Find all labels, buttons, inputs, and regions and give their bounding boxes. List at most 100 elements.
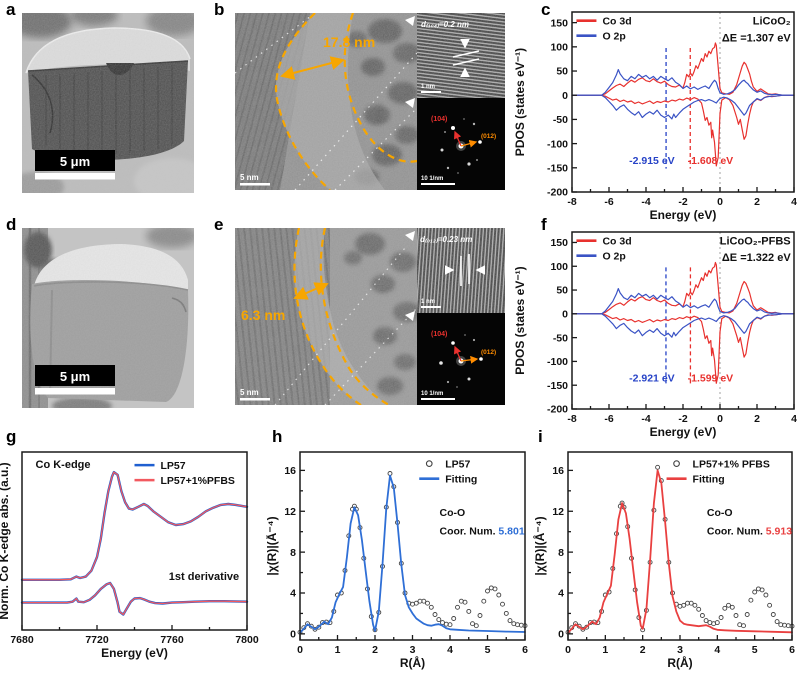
- fft-inset-b: (104) (012) 10 1/nm: [417, 98, 505, 190]
- svg-text:4: 4: [791, 196, 797, 208]
- svg-text:4: 4: [558, 588, 564, 600]
- tem-image-e: 6.3 nm 5 nm: [235, 228, 417, 405]
- scale-bar-a: 5 μm: [35, 150, 115, 180]
- fft-arrow-104-e: [453, 345, 462, 362]
- series-Fitting: [567, 469, 793, 634]
- legend: LP57 LP57+1%PFBS: [134, 460, 235, 487]
- series-Co 3d up: [571, 261, 795, 315]
- svg-text:50: 50: [556, 285, 568, 297]
- tem-insets-e: d₍₀₁₂₎=0.23 nm 1 nm (104) (012): [417, 228, 505, 405]
- svg-text:16: 16: [284, 465, 296, 477]
- axis-tick-labels: -8 -6 -4 -2 0 2 4 -200 -150 -100 -50 0 50 100 150: [547, 17, 797, 208]
- d-spacing-label-b: d₍₁₀₄₎=0.2 nm: [421, 20, 469, 29]
- panel-label-a: a: [6, 0, 16, 19]
- svg-text:5: 5: [485, 644, 491, 656]
- svg-text:5: 5: [752, 644, 758, 656]
- legend-marker-icon: [673, 460, 680, 467]
- svg-text:-50: -50: [553, 114, 568, 126]
- svg-text:16: 16: [552, 465, 564, 477]
- chart-xas-co-k-edge: 7680 7720 7760 7800 Energy (eV) Norm. Co K-ed…: [0, 430, 270, 673]
- svg-text:6: 6: [522, 644, 528, 656]
- svg-text:-200: -200: [547, 404, 568, 416]
- annotation: -1.599 eV: [688, 373, 734, 385]
- sem-image-a: 5 μm: [22, 13, 194, 193]
- series-Fitting: [299, 474, 526, 634]
- panel-label-i: i: [538, 427, 543, 446]
- svg-text:0: 0: [558, 629, 564, 641]
- series-LP57 data: [297, 471, 528, 635]
- y-axis-title: |χ(R)|(Å⁻⁴): [532, 516, 547, 575]
- panel-label-d: d: [6, 215, 17, 234]
- y-axis-title: PDOS (states eV⁻¹): [513, 48, 527, 156]
- series-LP57+1%PFBS 1st derivative: [21, 582, 248, 616]
- chart-pdos-licoo2-pfbs: -8 -6 -4 -2 0 2 4 -200 -150 -100 -50 0 50 100 150 Energ…: [510, 215, 800, 445]
- panel-label-c: c: [541, 0, 551, 19]
- axis-ticks: [571, 21, 795, 193]
- series-O 2p up: [571, 69, 795, 96]
- thickness-measure-arrow-b: [280, 56, 345, 80]
- svg-text:-8: -8: [567, 413, 576, 425]
- legend-label: LP57+1%PFBS: [161, 475, 235, 487]
- chart-svg-h: 0 1 2 3 4 5 60481216R(Å)|χ(R)|(Å⁻⁴)LP57Fitting…: [264, 451, 528, 670]
- axis-ticks: [299, 469, 526, 640]
- svg-text:2: 2: [754, 413, 760, 425]
- svg-text:7720: 7720: [85, 634, 109, 646]
- svg-text:8: 8: [290, 547, 296, 559]
- series-O 2p up: [571, 288, 795, 315]
- scale-label-e: 5 nm: [240, 388, 259, 397]
- annotation: -1.608 eV: [688, 155, 734, 167]
- surface-marker-arrowheads-e: [405, 231, 415, 321]
- svg-text:-8: -8: [567, 196, 576, 208]
- annotation: Co K-edge: [36, 459, 91, 471]
- legend-label: Fitting: [693, 473, 725, 485]
- legend-label: O 2p: [602, 250, 625, 262]
- thickness-label-e: 6.3 nm: [241, 307, 285, 323]
- fft-label-104-b: (104): [431, 116, 447, 123]
- svg-text:-6: -6: [604, 196, 613, 208]
- legend: LP57+1% PFBS Fitting: [666, 458, 770, 485]
- y-axis-title: Norm. Co K-edge abs. (a.u.): [0, 462, 11, 619]
- d-spacing-marker-b: [452, 39, 480, 77]
- svg-text:2: 2: [640, 644, 646, 656]
- annotation: -2.921 eV: [629, 373, 675, 385]
- series-O 2p down: [571, 94, 795, 120]
- panel-label-h: h: [272, 427, 283, 446]
- scale-bar-b: 5 nm: [240, 173, 270, 186]
- svg-text:-4: -4: [641, 413, 650, 425]
- svg-text:4: 4: [714, 644, 720, 656]
- svg-text:1: 1: [602, 644, 608, 656]
- panel-label-b: b: [214, 0, 225, 19]
- series-LP57 spectrum: [20, 470, 249, 581]
- svg-text:0: 0: [290, 629, 296, 641]
- svg-text:-150: -150: [547, 163, 568, 175]
- fft-label-012-b: (012): [481, 133, 496, 140]
- axis-ticks: [21, 625, 248, 630]
- legend-label: LP57: [161, 460, 186, 472]
- scale-label-b: 5 nm: [240, 173, 259, 182]
- fft-label-104-e: (104): [431, 331, 447, 338]
- tem-insets-b: d₍₁₀₄₎=0.2 nm 1 nm (104) (: [417, 13, 505, 190]
- svg-text:2: 2: [372, 644, 378, 656]
- y-axis-title: PDOS (states eV⁻¹): [513, 266, 527, 374]
- svg-text:150: 150: [550, 17, 568, 29]
- chart-svg-f: -8 -6 -4 -2 0 2 4 -200 -150 -100 -50 0 50 100 150 Energ…: [513, 231, 797, 439]
- lattice-inset-b: d₍₁₀₄₎=0.2 nm 1 nm: [417, 13, 505, 98]
- svg-text:0: 0: [717, 413, 723, 425]
- grain-boundary-lines: [235, 13, 417, 190]
- svg-text:-4: -4: [641, 196, 650, 208]
- svg-text:4: 4: [290, 588, 296, 600]
- series-Co 3d down: [571, 94, 795, 167]
- annotation: -2.915 eV: [629, 155, 675, 167]
- svg-text:1: 1: [335, 644, 341, 656]
- x-axis-title: Energy (eV): [650, 425, 717, 439]
- series-LP57+1% PFBS data: [565, 464, 795, 635]
- scale-bar-d: 5 μm: [35, 365, 115, 395]
- legend-marker-icon: [425, 460, 433, 467]
- axis-tick-labels: -8 -6 -4 -2 0 2 4 -200 -150 -100 -50 0 50 100 150: [547, 237, 797, 425]
- series-LP57+1%PFBS spectrum: [21, 471, 248, 581]
- fft-scale-label-b: 10 1/nm: [421, 176, 443, 182]
- svg-text:3: 3: [677, 644, 683, 656]
- svg-text:3: 3: [410, 644, 416, 656]
